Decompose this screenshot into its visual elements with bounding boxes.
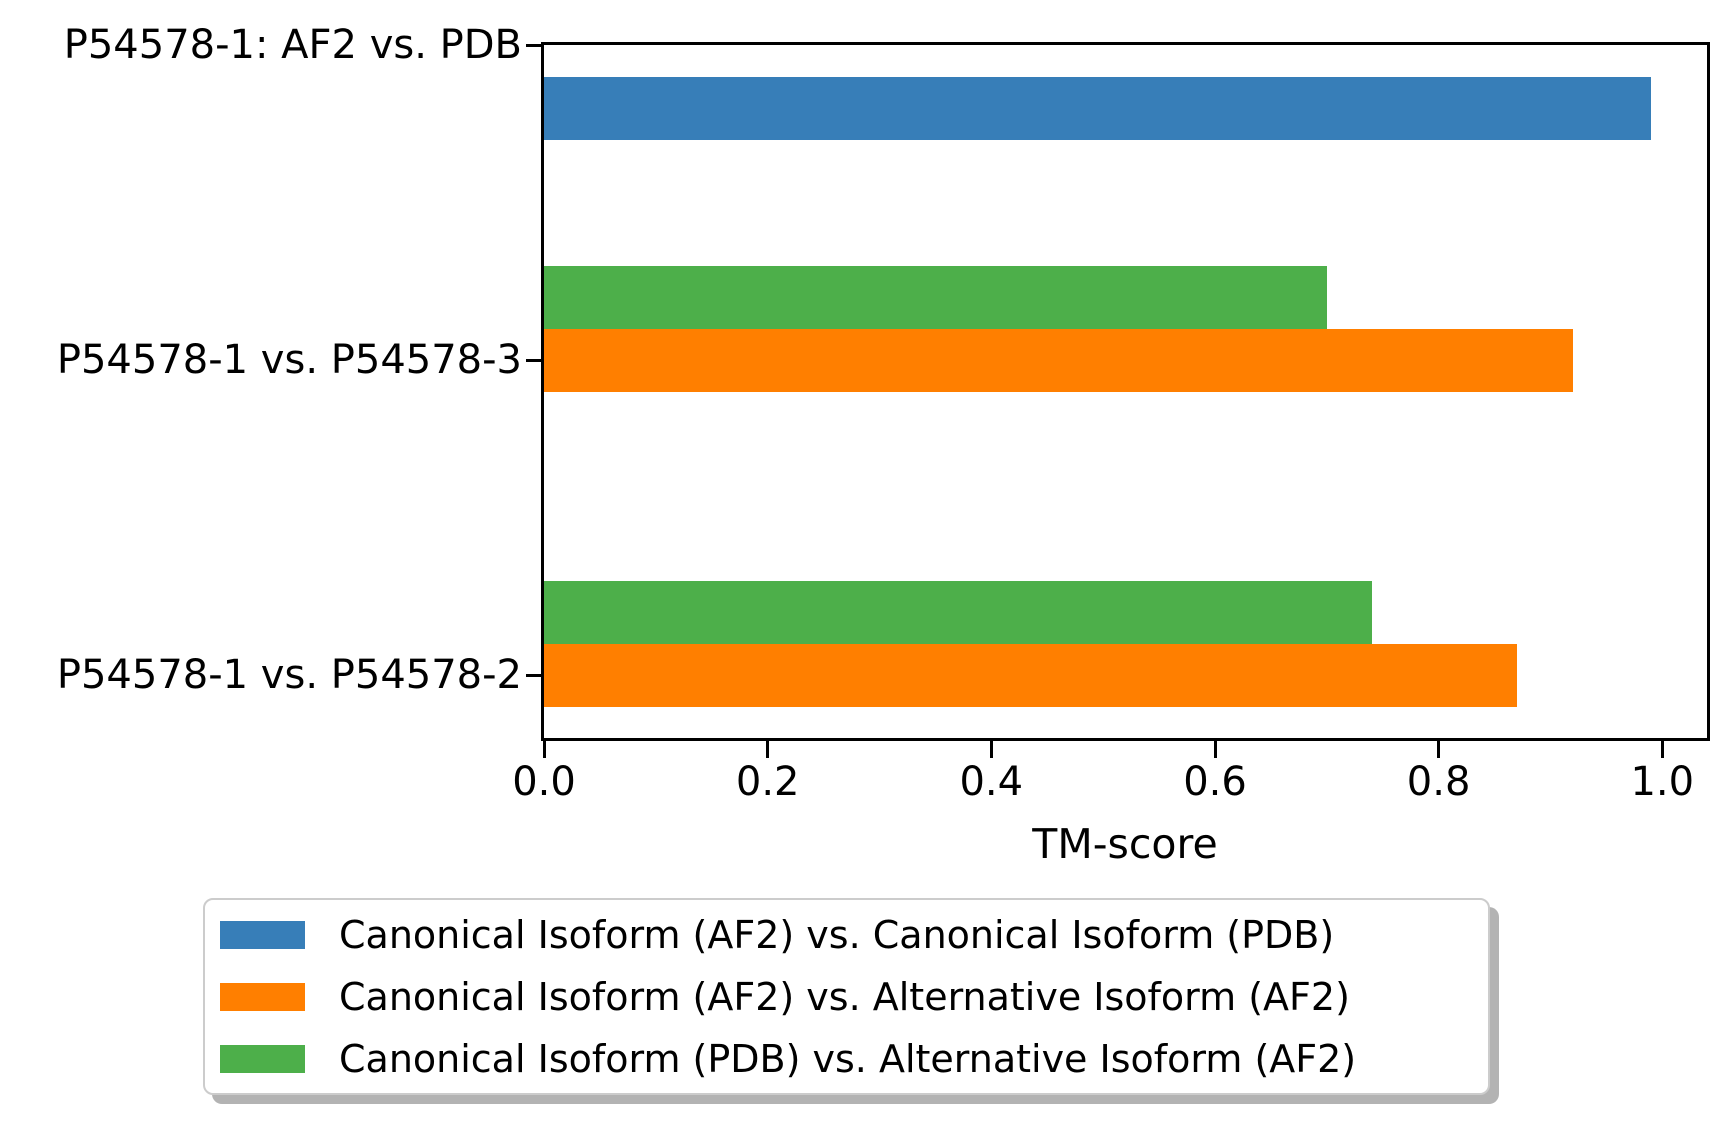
x-tick-mark [1437, 741, 1441, 758]
legend-label: Canonical Isoform (AF2) vs. Alternative … [339, 974, 1350, 1019]
legend-swatch-icon [220, 982, 305, 1011]
x-tick-mark [989, 741, 993, 758]
plot-area [541, 42, 1710, 741]
legend-label: Canonical Isoform (PDB) vs. Alternative … [339, 1036, 1357, 1081]
y-tick-mark [526, 673, 544, 677]
bar-series3-cat3 [544, 580, 1372, 644]
legend-swatch-icon [220, 920, 305, 949]
x-tick-label: 0.8 [1406, 759, 1471, 805]
y-tick-label: P54578-1 vs. P54578-3 [56, 337, 522, 383]
legend-row-3: Canonical Isoform (PDB) vs. Alternative … [220, 1035, 1468, 1083]
x-tick-mark [542, 741, 546, 758]
bar-series2-cat2 [544, 328, 1573, 392]
x-tick-label: 1.0 [1630, 759, 1695, 805]
x-tick-mark [1213, 741, 1217, 758]
y-tick-label: P54578-1: AF2 vs. PDB [63, 22, 522, 68]
x-tick-label: 0.0 [512, 759, 576, 805]
y-tick-mark [526, 358, 544, 362]
x-tick-label: 0.4 [959, 759, 1024, 805]
x-tick-label: 0.6 [1183, 759, 1247, 805]
x-tick-mark [766, 741, 770, 758]
legend-label: Canonical Isoform (AF2) vs. Canonical Is… [339, 912, 1335, 957]
x-axis-label: TM-score [1032, 820, 1218, 868]
x-tick-mark [1660, 741, 1664, 758]
y-tick-mark [526, 43, 544, 47]
y-tick-label: P54578-1 vs. P54578-2 [56, 652, 522, 698]
x-tick-label: 0.2 [735, 759, 800, 805]
bar-series3-cat2 [544, 265, 1327, 329]
legend-row-2: Canonical Isoform (AF2) vs. Alternative … [220, 973, 1468, 1021]
legend: Canonical Isoform (AF2) vs. Canonical Is… [203, 898, 1490, 1095]
legend-row-1: Canonical Isoform (AF2) vs. Canonical Is… [220, 911, 1468, 959]
bar-series1-cat1 [544, 76, 1652, 140]
legend-swatch-icon [220, 1044, 305, 1073]
bar-series2-cat3 [544, 643, 1517, 707]
